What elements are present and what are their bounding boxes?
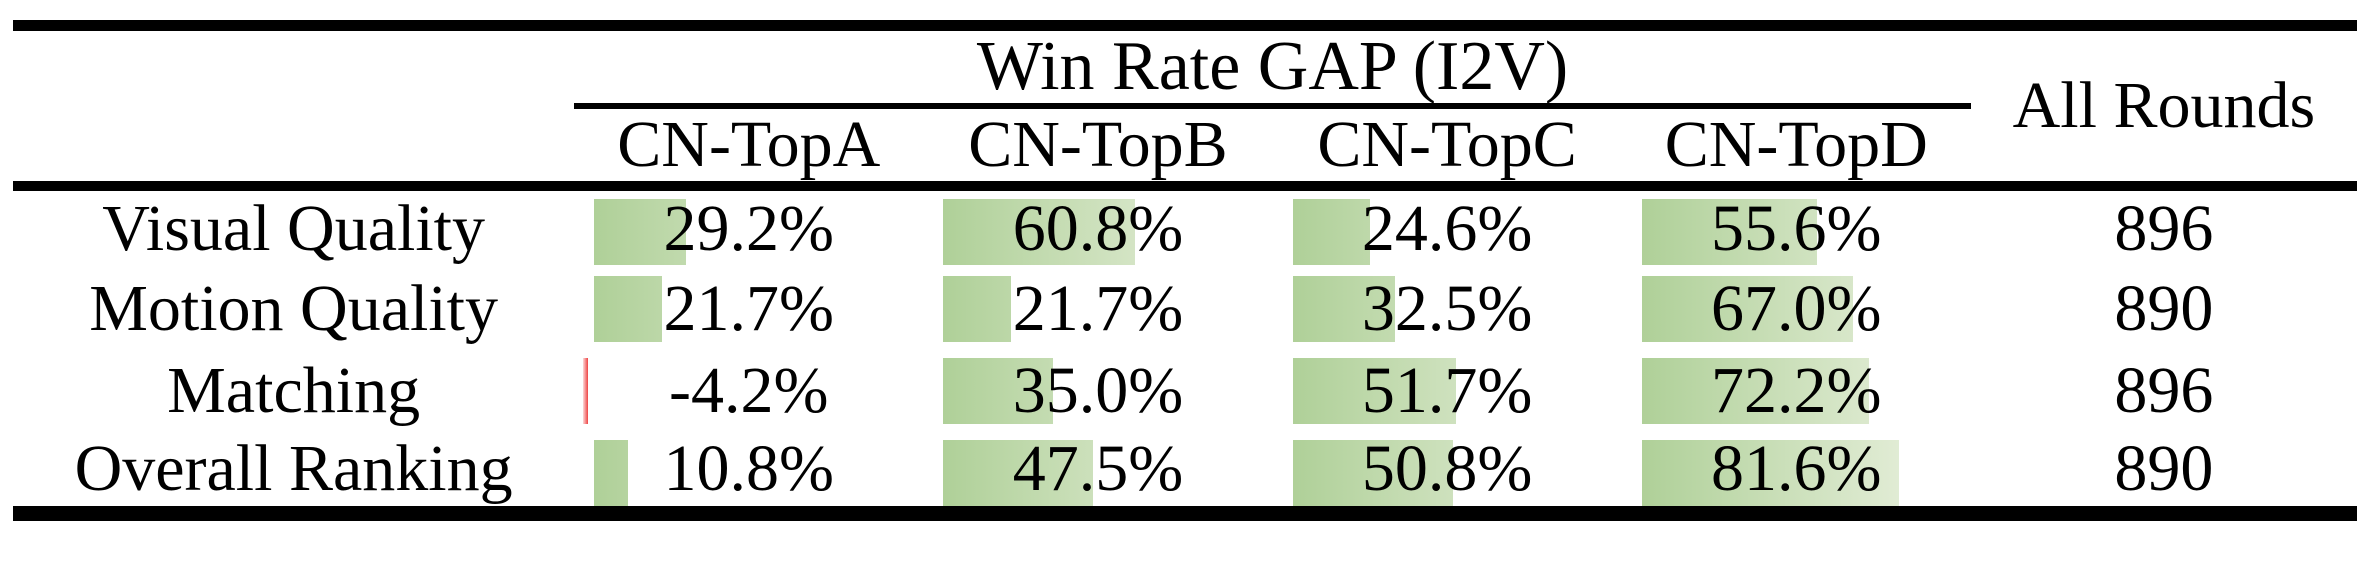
table-row-overall-ranking: Overall Ranking 10.8% 47.5% 50.8% 81.6% … — [13, 432, 2357, 514]
value-text: 35.0% — [1012, 353, 1184, 427]
value-cell: 32.5% — [1273, 268, 1622, 350]
header-row-columns: CN-TopA CN-TopB CN-TopC CN-TopD — [13, 105, 2357, 191]
row-label: Overall Ranking — [74, 431, 513, 505]
group-header-win-rate-gap: Win Rate GAP (I2V) — [574, 25, 1971, 109]
value-text: 72.2% — [1710, 353, 1882, 427]
all-rounds-value: 890 — [2114, 431, 2214, 505]
win-rate-bar — [594, 275, 663, 342]
win-rate-bar — [1641, 357, 1869, 424]
value-text: 10.8% — [663, 431, 835, 505]
win-rate-bar-negative — [583, 357, 589, 424]
value-cell: 21.7% — [923, 268, 1272, 350]
all-rounds-value: 896 — [2114, 353, 2214, 427]
value-text: 29.2% — [663, 192, 835, 265]
value-text: 55.6% — [1710, 192, 1882, 265]
win-rate-table: Win Rate GAP (I2V) All Rounds CN-TopA CN… — [13, 20, 2357, 521]
win-rate-bar — [1292, 439, 1453, 506]
value-text: -4.2% — [669, 353, 829, 427]
value-text: 24.6% — [1361, 192, 1533, 265]
win-rate-bar — [943, 439, 1094, 506]
win-rate-bar — [1641, 439, 1899, 506]
value-text: 50.8% — [1361, 431, 1533, 505]
value-text: 51.7% — [1361, 353, 1533, 427]
win-rate-bar — [594, 198, 687, 265]
win-rate-bar — [943, 275, 1012, 342]
value-text: 32.5% — [1361, 271, 1533, 345]
value-cell: 10.8% — [574, 432, 923, 514]
value-cell: 81.6% — [1622, 432, 1971, 514]
all-rounds-header: All Rounds — [1970, 25, 2357, 191]
value-cell: -4.2% — [574, 350, 923, 432]
table-row-motion-quality: Motion Quality 21.7% 21.7% 32.5% 67.0% 8… — [13, 268, 2357, 350]
row-label: Motion Quality — [89, 271, 499, 345]
value-cell: 29.2% — [574, 186, 923, 268]
win-rate-bar — [594, 439, 629, 506]
value-cell: 67.0% — [1622, 268, 1971, 350]
value-cell: 24.6% — [1273, 186, 1622, 268]
value-text: 21.7% — [663, 271, 835, 345]
col-header-cn-topa: CN-TopA — [574, 105, 924, 191]
table-row-matching: Matching -4.2% 35.0% 51.7% 72.2% 896 — [13, 350, 2357, 432]
win-rate-bar — [1641, 275, 1853, 342]
value-cell: 50.8% — [1273, 432, 1622, 514]
value-text: 67.0% — [1710, 271, 1882, 345]
corner-cell — [13, 25, 575, 191]
value-cell: 51.7% — [1273, 350, 1622, 432]
value-cell: 35.0% — [923, 350, 1272, 432]
col-header-cn-topd: CN-TopD — [1621, 105, 1971, 191]
value-cell: 72.2% — [1622, 350, 1971, 432]
value-cell: 47.5% — [923, 432, 1272, 514]
col-header-cn-topc: CN-TopC — [1272, 105, 1622, 191]
value-text: 21.7% — [1012, 271, 1184, 345]
win-rate-bar — [943, 357, 1054, 424]
row-label: Visual Quality — [102, 192, 486, 265]
value-cell: 21.7% — [574, 268, 923, 350]
row-label: Matching — [167, 353, 421, 427]
header-row-group: Win Rate GAP (I2V) All Rounds — [13, 25, 2357, 191]
value-text: 47.5% — [1012, 431, 1184, 505]
all-rounds-value: 896 — [2114, 192, 2214, 265]
win-rate-bar — [943, 198, 1136, 265]
value-text: 81.6% — [1710, 431, 1882, 505]
col-header-cn-topb: CN-TopB — [923, 105, 1273, 191]
win-rate-bar — [1292, 198, 1370, 265]
all-rounds-value: 890 — [2114, 271, 2214, 345]
win-rate-bar — [1641, 198, 1817, 265]
win-rate-bar — [1292, 357, 1456, 424]
table-row-visual-quality: Visual Quality 29.2% 60.8% 24.6% 55.6% 8… — [13, 186, 2357, 268]
value-cell: 60.8% — [923, 186, 1272, 268]
value-text: 60.8% — [1012, 192, 1184, 265]
win-rate-bar — [1292, 275, 1395, 342]
value-cell: 55.6% — [1622, 186, 1971, 268]
